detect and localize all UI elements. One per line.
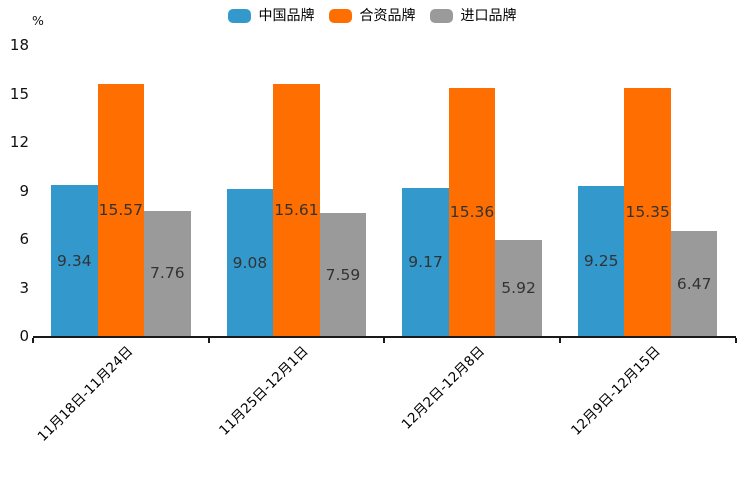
bar-value-label: 7.59 [325, 265, 361, 284]
bar-value-label: 15.35 [625, 202, 670, 221]
bar-value-label: 7.76 [150, 264, 185, 283]
bar-value-label: 15.61 [274, 200, 319, 219]
x-axis-tick-mark [734, 338, 737, 343]
bar-value-label: 9.08 [232, 253, 268, 272]
y-tick-label: 15 [9, 84, 29, 103]
x-axis-line [33, 336, 736, 338]
legend-item: 进口品牌 [429, 8, 517, 24]
x-axis-tick-mark [558, 338, 561, 343]
x-axis-tick-mark [207, 338, 210, 343]
y-tick-label: 9 [19, 181, 29, 200]
y-axis-unit-label: % [32, 13, 44, 28]
bar-value-label: 9.17 [408, 252, 443, 271]
bar-中国品牌-1 [51, 185, 98, 336]
legend-item: 合资品牌 [328, 8, 416, 24]
x-category-label: 11月25日-12月1日 [216, 343, 313, 439]
legend-label: 进口品牌 [460, 8, 517, 24]
bar-合资品牌-2 [273, 83, 320, 336]
bar-进口品牌-4 [670, 231, 718, 336]
x-category-label: 12月2日-12月8日 [398, 343, 488, 433]
bar-合资品牌-4 [624, 87, 671, 336]
x-axis-tick-mark [383, 338, 386, 343]
legend-label: 合资品牌 [359, 8, 416, 24]
bar-value-label: 9.34 [57, 251, 92, 270]
bar-中国品牌-3 [402, 187, 449, 336]
bar-value-label: 15.57 [98, 201, 143, 220]
bar-合资品牌-1 [97, 84, 145, 336]
bar-中国品牌-2 [226, 189, 274, 336]
legend-item: 中国品牌 [227, 8, 315, 24]
y-tick-label: 12 [9, 133, 29, 151]
legend-marker-orange [328, 9, 352, 23]
y-tick-label: 3 [19, 278, 29, 297]
bar-value-label: 15.36 [449, 202, 495, 221]
bar-合资品牌-3 [448, 87, 496, 336]
legend-marker-blue [227, 9, 251, 23]
x-axis-tick-mark [32, 338, 34, 343]
x-category-label: 12月9日-12月15日 [567, 343, 664, 439]
bar-进口品牌-2 [319, 213, 367, 336]
bar-中国品牌-4 [577, 186, 625, 336]
y-tick-label: 6 [19, 230, 29, 248]
x-category-label: 11月18日-11月24日 [34, 343, 137, 445]
bar-value-label: 9.25 [583, 252, 619, 271]
legend-label: 中国品牌 [258, 8, 315, 24]
legend-marker-gray [429, 9, 453, 23]
chart-legend: 中国品牌 合资品牌 进口品牌 [0, 8, 744, 24]
bar-进口品牌-1 [144, 210, 191, 336]
y-tick-label: 18 [9, 36, 29, 54]
y-tick-label: 0 [19, 327, 29, 345]
bar-进口品牌-3 [495, 240, 542, 336]
bar-value-label: 5.92 [501, 279, 536, 298]
bar-value-label: 6.47 [676, 274, 712, 293]
